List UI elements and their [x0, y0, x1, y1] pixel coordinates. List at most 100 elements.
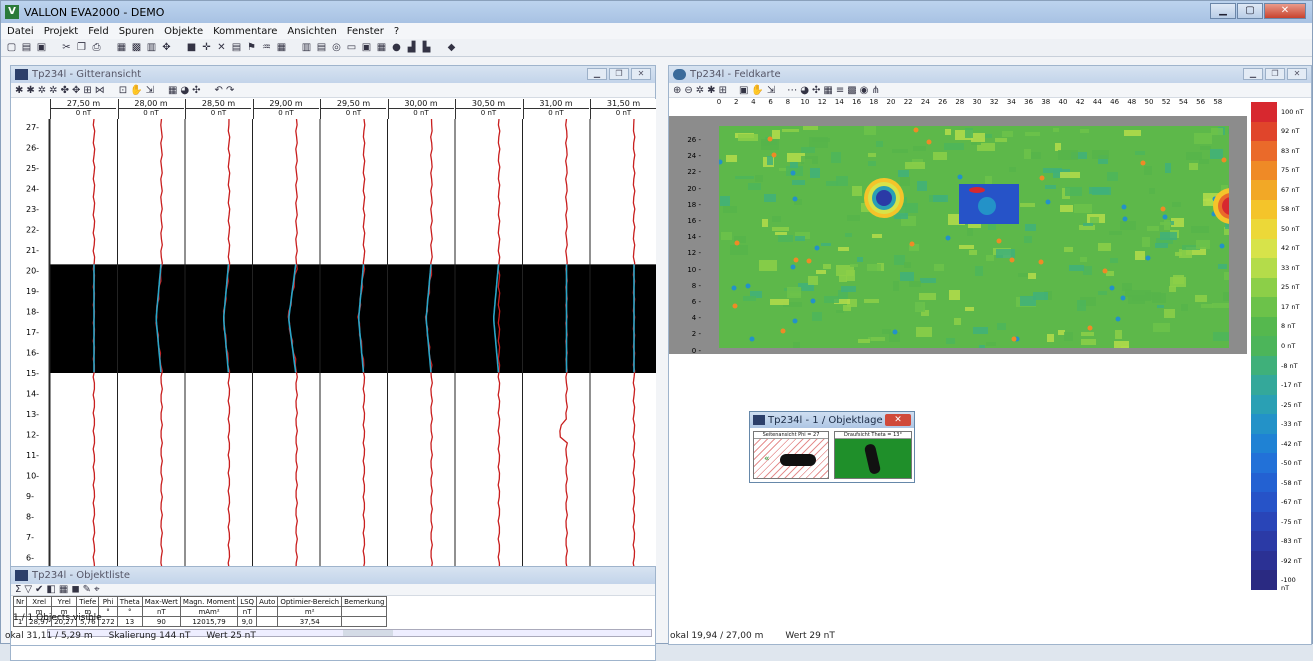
map-pan-icon[interactable]: ✋	[751, 84, 764, 96]
menu-item-6[interactable]: Ansichten	[287, 25, 337, 37]
grid-tool-3-icon[interactable]: ✲	[37, 84, 47, 96]
popup-close-button[interactable]: ✕	[885, 414, 911, 426]
save-icon[interactable]: ▣	[36, 42, 47, 53]
binoculars-icon[interactable]: ♒	[262, 42, 271, 53]
info-icon[interactable]: ●	[392, 42, 401, 53]
field-cell	[801, 147, 815, 153]
pin-icon[interactable]: ⌖	[94, 584, 100, 595]
export-icon[interactable]: ▙	[422, 42, 431, 53]
grid-icon-obj[interactable]: ▦	[58, 584, 69, 595]
map-pointer-icon[interactable]: ✣	[811, 84, 821, 96]
menu-item-1[interactable]: Projekt	[43, 25, 79, 37]
grid-tool-2-icon[interactable]: ✱	[26, 84, 35, 96]
map-profile-icon[interactable]: ⋯	[787, 84, 798, 96]
map-layers-icon[interactable]: ≡	[835, 84, 845, 96]
grid-close-button[interactable]: ✕	[631, 68, 651, 80]
object-list-toolbar: Σ ▽ ✔ ◧ ▦ ◼ ✎ ⌖	[11, 584, 655, 596]
new-file-icon[interactable]: ▢	[6, 42, 17, 53]
horizontal-scrollbar[interactable]	[47, 629, 652, 637]
open-folder-icon[interactable]: ▤	[21, 42, 32, 53]
magnetic-field-map[interactable]	[719, 126, 1229, 348]
zoom-fit-icon[interactable]: ✲	[695, 84, 705, 96]
grid-tool-1-icon[interactable]: ✱	[15, 84, 24, 96]
grid-pan-icon[interactable]: ✋	[130, 84, 143, 96]
menu-item-0[interactable]: Datei	[7, 25, 34, 37]
object-icon[interactable]: ◧	[46, 584, 56, 595]
grid-pointer-icon[interactable]: ✣	[192, 84, 201, 96]
edit-icon[interactable]: ✎	[82, 584, 92, 595]
globe-icon[interactable]: ◎	[332, 42, 341, 53]
grid-zoom-icon[interactable]: ⊡	[118, 84, 128, 96]
grid-tool-5-icon[interactable]: ✤	[60, 84, 69, 96]
map-restore-button[interactable]: ❐	[1265, 68, 1285, 80]
field-cell	[1002, 131, 1013, 137]
menu-item-8[interactable]: ?	[393, 25, 400, 37]
table-icon[interactable]: ▦	[276, 42, 287, 53]
grid-palette-icon[interactable]: ◕	[180, 84, 190, 96]
grid-tool-8-icon[interactable]: ⋈	[94, 84, 105, 96]
map-minimize-button[interactable]: ▁	[1243, 68, 1263, 80]
grid-tool-7-icon[interactable]: ⊞	[83, 84, 92, 96]
scale-scrollbar[interactable]	[1249, 592, 1304, 620]
filter-icon-obj[interactable]: ▽	[24, 584, 33, 595]
zoom-area-icon[interactable]: ✱	[707, 84, 716, 96]
grid-minimize-button[interactable]: ▁	[587, 68, 607, 80]
map-color-icon[interactable]: ▩	[847, 84, 857, 96]
layout-icon-2[interactable]: ▤	[316, 42, 327, 53]
minimize-button[interactable]: ▁	[1210, 3, 1236, 19]
settings-icon[interactable]: ✥	[162, 42, 171, 53]
flag-icon[interactable]: ⚑	[247, 42, 256, 53]
grid-plot[interactable]: 27- 26- 25- 24- 23- 22- 21- 20- 19- 18- 17- 16- 15- 1…	[12, 118, 656, 579]
menu-item-7[interactable]: Fenster	[346, 25, 384, 37]
zoom-out-icon[interactable]: ⊖	[684, 84, 693, 96]
close-button[interactable]: ✕	[1264, 3, 1306, 19]
grid-table-icon[interactable]: ▦	[167, 84, 178, 96]
grid-redo-icon[interactable]: ↷	[225, 84, 235, 96]
tools-icon[interactable]: ✕	[217, 42, 226, 53]
object-list-titlebar[interactable]: Tp234l - Objektliste	[11, 567, 655, 584]
menu-item-3[interactable]: Spuren	[118, 25, 155, 37]
delete-icon[interactable]: ◼	[71, 584, 80, 595]
map-table-icon[interactable]: ▦	[823, 84, 833, 96]
grid-tool-6-icon[interactable]: ✥	[71, 84, 81, 96]
map-close-button[interactable]: ✕	[1287, 68, 1307, 80]
table-row[interactable]: 1 28,97 20,27 5,76 272 13 90 12015,79 9,0 37,54	[12, 616, 388, 627]
map-frame-icon[interactable]: ⊞	[718, 84, 727, 96]
field-cell	[812, 138, 830, 142]
grid-restore-button[interactable]: ❐	[609, 68, 629, 80]
map-view-icon[interactable]: ▩	[131, 42, 142, 53]
eraser-icon[interactable]: ◆	[447, 42, 456, 53]
map-target-icon[interactable]: ◉	[859, 84, 869, 96]
move-icon[interactable]: ✛	[202, 42, 211, 53]
layout-icon-3[interactable]: ▭	[346, 42, 357, 53]
print-icon[interactable]: ⎙	[92, 42, 101, 53]
grid-select-icon[interactable]: ⇲	[145, 84, 154, 96]
check-icon[interactable]: ✔	[35, 584, 44, 595]
popup-titlebar[interactable]: Tp234l - 1 / Objektlage ✕	[750, 412, 914, 428]
grid-tool-4-icon[interactable]: ✲	[49, 84, 58, 96]
map-signal-icon[interactable]: ⋔	[871, 84, 880, 96]
chart-icon[interactable]: ▥	[146, 42, 157, 53]
chart-bar-icon[interactable]: ▟	[407, 42, 416, 53]
scroll-thumb[interactable]	[343, 630, 393, 636]
map-palette-icon[interactable]: ◕	[800, 84, 809, 96]
menu-item-5[interactable]: Kommentare	[213, 25, 278, 37]
layout-icon-4[interactable]: ▣	[361, 42, 372, 53]
layout-icon-5[interactable]: ▦	[376, 42, 387, 53]
cut-icon[interactable]: ✂	[62, 42, 71, 53]
maximize-button[interactable]: ▢	[1237, 3, 1263, 19]
filter-icon[interactable]: ▤	[231, 42, 242, 53]
menu-item-2[interactable]: Feld	[88, 25, 109, 37]
save-icon-2[interactable]: ■	[186, 42, 197, 53]
layout-icon-1[interactable]: ▥	[301, 42, 312, 53]
grid-view-titlebar[interactable]: Tp234l - Gitteransicht ▁ ❐ ✕	[11, 66, 655, 83]
copy-icon[interactable]: ❐	[77, 42, 86, 53]
map-copy-icon[interactable]: ▣	[738, 84, 749, 96]
menu-item-4[interactable]: Objekte	[164, 25, 204, 37]
map-select-icon[interactable]: ⇲	[766, 84, 776, 96]
grid-view-icon[interactable]: ▦	[116, 42, 127, 53]
grid-undo-icon[interactable]: ↶	[214, 84, 223, 96]
sum-icon[interactable]: Σ	[15, 584, 22, 595]
zoom-in-icon[interactable]: ⊕	[673, 84, 682, 96]
field-map-titlebar[interactable]: Tp234l - Feldkarte ▁ ❐ ✕	[669, 66, 1311, 83]
